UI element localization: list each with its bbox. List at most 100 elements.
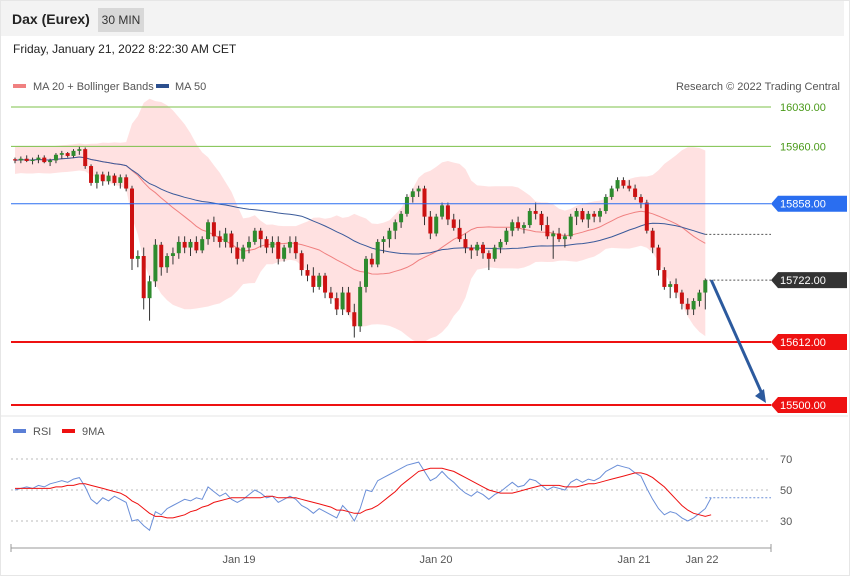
level-label-support-1: 15612.00	[780, 337, 826, 349]
candle-body	[434, 216, 439, 234]
candle-body	[463, 239, 468, 248]
level-label-support-2: 15500.00	[780, 400, 826, 412]
candle-body	[153, 244, 158, 282]
candle-body	[53, 154, 58, 161]
level-tag-support-2	[771, 397, 847, 413]
candle-body	[282, 247, 287, 259]
ma50-swatch	[156, 84, 169, 88]
candle-body	[685, 303, 690, 310]
candle-body	[223, 233, 228, 242]
candle-body	[592, 213, 597, 217]
rsi-ma-line	[15, 467, 712, 519]
candle-body	[504, 230, 509, 242]
candle-body	[568, 216, 573, 237]
x-tick-label: Jan 19	[222, 554, 255, 566]
timeframe-badge[interactable]: 30 MIN	[98, 8, 144, 32]
candle-body	[475, 244, 480, 251]
timestamp: Friday, January 21, 2022 8:22:30 AM CET	[13, 42, 237, 56]
candle-body	[13, 159, 17, 161]
candle-body	[182, 241, 187, 248]
candle-body	[545, 225, 550, 237]
candle-body	[334, 298, 339, 310]
candle-body	[217, 236, 222, 242]
candle-body	[89, 166, 94, 183]
candle-body	[206, 222, 211, 240]
candle-body	[264, 239, 269, 248]
candle-body	[83, 149, 88, 167]
forecast-arrow-shaft	[709, 279, 765, 397]
candle-body	[170, 253, 175, 256]
candle-body	[241, 247, 246, 259]
price-levels: 15960.00 16030.00 15858.00 15722.00 15612.00…	[11, 102, 847, 413]
candle-body	[703, 280, 708, 293]
rsi-swatch	[13, 429, 26, 433]
candle-body	[615, 180, 620, 189]
bollinger-band	[15, 98, 706, 343]
candle-body	[697, 292, 702, 301]
candle-body	[580, 211, 585, 220]
candle-body	[674, 284, 679, 293]
rsi-tick-label: 70	[780, 454, 792, 466]
candle-body	[124, 177, 129, 189]
candle-body	[510, 222, 515, 231]
candle-body	[24, 158, 29, 161]
main-legend: MA 20 + Bollinger Bands MA 50 Research ©…	[13, 81, 840, 93]
candle-body	[393, 222, 398, 231]
rsi-panel: 70 50 30	[11, 454, 792, 532]
candle-body	[457, 227, 462, 240]
candle-body	[492, 247, 497, 259]
candle-body	[48, 160, 53, 163]
candle-body	[258, 230, 263, 240]
x-axis: Jan 19 Jan 20 Jan 21 Jan 22	[10, 544, 772, 566]
candle-body	[165, 256, 170, 268]
rsi-legend: RSI 9MA	[13, 426, 105, 438]
candle-body	[481, 244, 485, 254]
candle-body	[141, 256, 146, 299]
candle-body	[252, 230, 257, 242]
candle-body	[147, 281, 152, 299]
level-label-pivot: 15858.00	[780, 199, 826, 211]
candle-body	[159, 244, 164, 268]
candle-body	[469, 247, 474, 251]
candle-body	[276, 241, 281, 259]
candle-body	[668, 284, 673, 287]
ma50-line	[14, 156, 706, 255]
x-tick-label: Jan 21	[617, 554, 650, 566]
candle-body	[352, 312, 357, 327]
candle-body	[176, 241, 181, 254]
candle-body	[586, 213, 591, 220]
candle-body	[399, 213, 404, 223]
candle-body	[18, 158, 23, 161]
candle-body	[346, 292, 351, 313]
candle-body	[59, 153, 64, 155]
level-label-current-price: 15722.00	[780, 275, 826, 287]
ma20-legend-label: MA 20 + Bollinger Bands	[33, 81, 154, 93]
rsi-tick-label: 50	[780, 485, 792, 497]
level-tag-current-price	[771, 272, 847, 289]
candle-body	[194, 241, 199, 251]
candle-body	[364, 258, 368, 287]
candle-body	[305, 270, 310, 276]
candle-body	[328, 292, 333, 299]
candle-body	[30, 159, 35, 161]
candle-body	[609, 188, 614, 197]
candle-body	[235, 247, 240, 259]
candle-body	[662, 270, 667, 287]
candles	[13, 146, 708, 338]
candle-body	[229, 233, 234, 248]
rsi-line	[14, 461, 712, 532]
candle-body	[644, 202, 649, 231]
candle-body	[598, 211, 602, 217]
candle-body	[112, 175, 117, 183]
candle-body	[381, 239, 386, 242]
candle-body	[77, 149, 82, 151]
candle-body	[527, 211, 532, 226]
candle-body	[106, 175, 111, 182]
rsi-tick-label: 30	[780, 516, 792, 528]
candle-body	[516, 222, 521, 228]
candle-body	[188, 241, 193, 248]
bollinger-band-area	[15, 98, 706, 343]
candle-body	[627, 185, 632, 189]
candle-body	[65, 153, 70, 156]
